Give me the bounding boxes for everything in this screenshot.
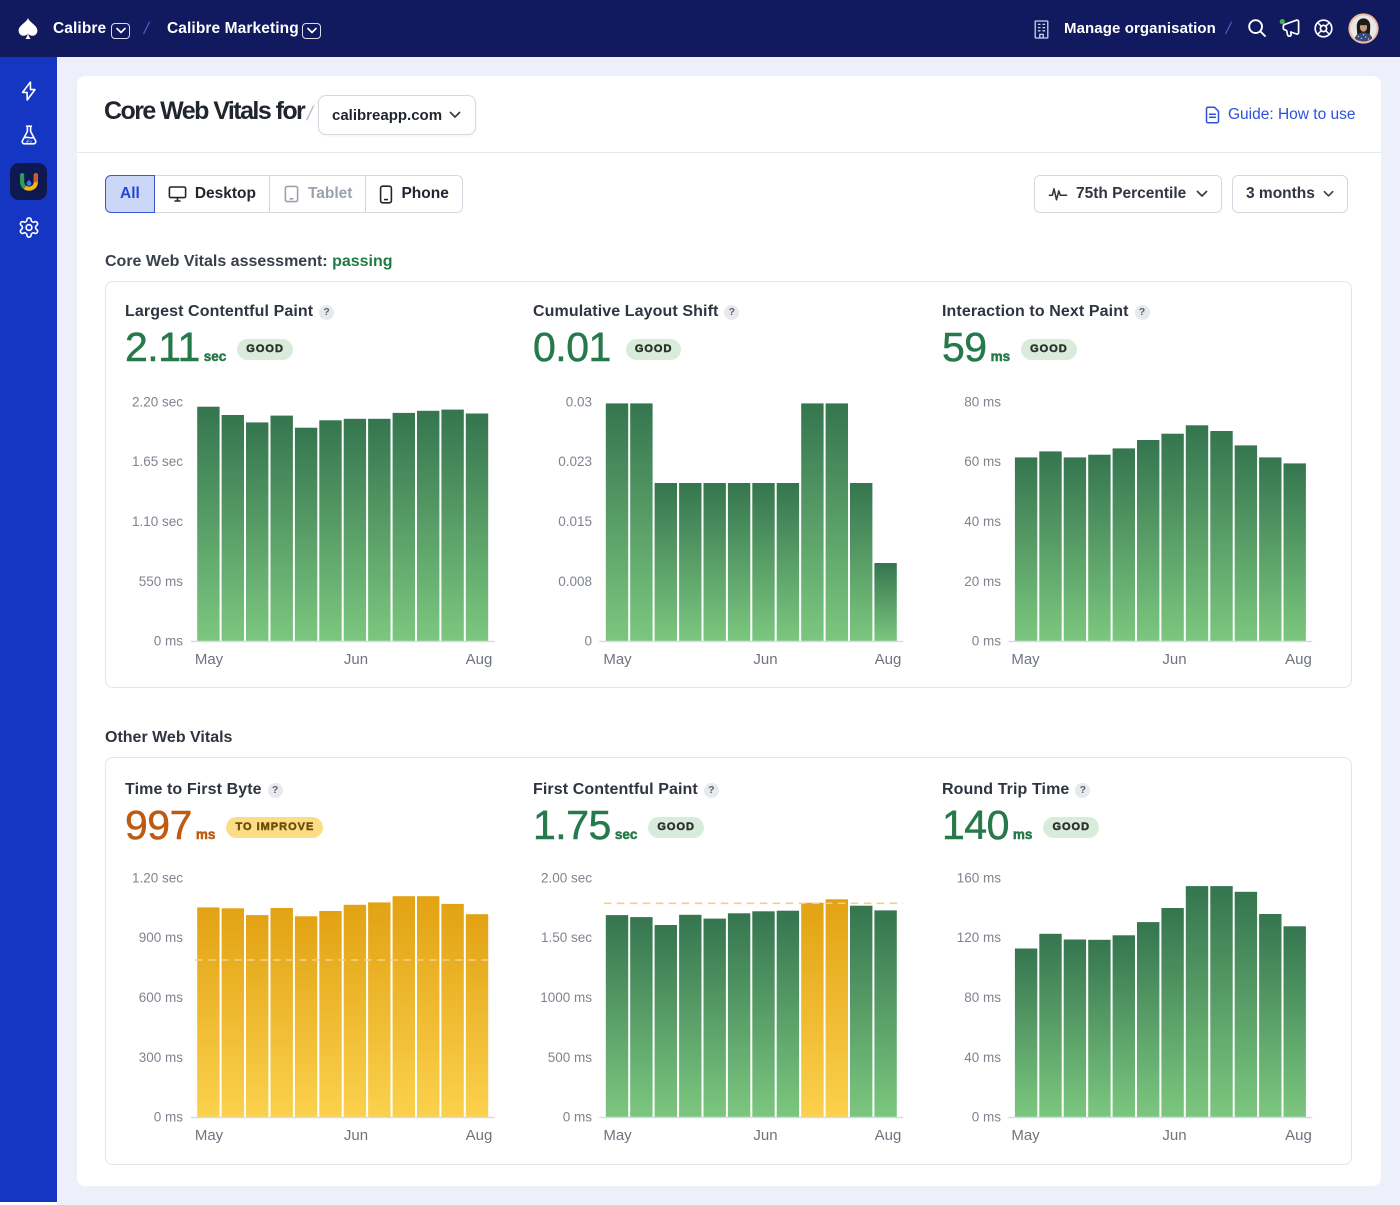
svg-text:80 ms: 80 ms — [964, 395, 1001, 410]
svg-text:1.65 sec: 1.65 sec — [132, 454, 183, 469]
svg-text:May: May — [1011, 651, 1040, 668]
svg-text:160 ms: 160 ms — [957, 871, 1002, 886]
svg-text:0.015: 0.015 — [558, 514, 592, 529]
svg-text:0.023: 0.023 — [558, 454, 592, 469]
svg-text:May: May — [195, 651, 224, 668]
svg-text:0 ms: 0 ms — [563, 1110, 593, 1125]
svg-text:0 ms: 0 ms — [154, 1110, 184, 1125]
svg-text:Aug: Aug — [466, 1127, 493, 1144]
svg-text:0 ms: 0 ms — [972, 1110, 1002, 1125]
svg-text:Jun: Jun — [753, 1127, 777, 1144]
svg-text:Jun: Jun — [753, 651, 777, 668]
svg-text:2.20 sec: 2.20 sec — [132, 395, 183, 410]
svg-text:Aug: Aug — [875, 1127, 902, 1144]
svg-text:Aug: Aug — [1285, 651, 1312, 668]
svg-text:1.50 sec: 1.50 sec — [541, 930, 592, 945]
svg-text:0 ms: 0 ms — [972, 634, 1002, 649]
svg-text:May: May — [195, 1127, 224, 1144]
svg-text:May: May — [603, 1127, 632, 1144]
svg-text:0 ms: 0 ms — [154, 634, 184, 649]
svg-text:2.00 sec: 2.00 sec — [541, 871, 592, 886]
svg-text:900 ms: 900 ms — [139, 930, 184, 945]
svg-text:300 ms: 300 ms — [139, 1050, 184, 1065]
svg-text:1000 ms: 1000 ms — [540, 990, 592, 1005]
svg-text:May: May — [603, 651, 632, 668]
svg-text:Jun: Jun — [1162, 1127, 1186, 1144]
svg-text:500 ms: 500 ms — [548, 1050, 593, 1065]
svg-text:Aug: Aug — [1285, 1127, 1312, 1144]
svg-text:0.008: 0.008 — [558, 574, 592, 589]
svg-text:Jun: Jun — [1162, 651, 1186, 668]
svg-text:Aug: Aug — [875, 651, 902, 668]
svg-text:80 ms: 80 ms — [964, 990, 1001, 1005]
svg-text:0: 0 — [584, 634, 592, 649]
svg-text:1.10 sec: 1.10 sec — [132, 514, 183, 529]
svg-text:120 ms: 120 ms — [957, 930, 1002, 945]
svg-text:Aug: Aug — [466, 651, 493, 668]
svg-text:Jun: Jun — [344, 651, 368, 668]
svg-text:40 ms: 40 ms — [964, 1050, 1001, 1065]
svg-text:60 ms: 60 ms — [964, 454, 1001, 469]
svg-text:40 ms: 40 ms — [964, 514, 1001, 529]
svg-text:Jun: Jun — [344, 1127, 368, 1144]
svg-text:0.03: 0.03 — [566, 395, 592, 410]
svg-text:May: May — [1011, 1127, 1040, 1144]
svg-text:550 ms: 550 ms — [139, 574, 184, 589]
svg-text:600 ms: 600 ms — [139, 990, 184, 1005]
svg-text:20 ms: 20 ms — [964, 574, 1001, 589]
svg-text:1.20 sec: 1.20 sec — [132, 871, 183, 886]
